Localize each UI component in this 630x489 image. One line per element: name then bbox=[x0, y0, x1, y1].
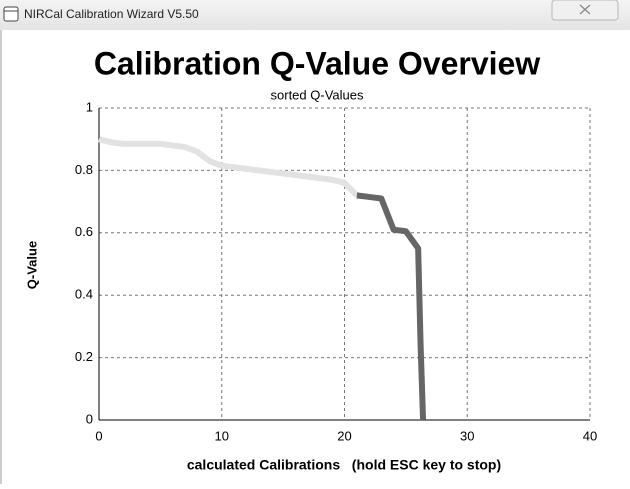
x-tick-label: 20 bbox=[337, 428, 351, 443]
window-title: NIRCal Calibration Wizard V5.50 bbox=[24, 7, 199, 21]
close-icon bbox=[579, 4, 591, 15]
chart-subtitle: sorted Q-Values bbox=[271, 87, 364, 102]
y-tick-label: 1 bbox=[86, 99, 93, 114]
y-tick-label: 0.6 bbox=[75, 224, 93, 239]
data-line bbox=[356, 192, 427, 421]
y-tick-label: 0.4 bbox=[75, 287, 93, 302]
x-tick-label: 30 bbox=[460, 428, 474, 443]
y-tick-label: 0.8 bbox=[75, 162, 93, 177]
x-tick-label: 40 bbox=[583, 428, 597, 443]
y-tick-label: 0 bbox=[86, 411, 93, 426]
x-axis-label: calculated Calibrations (hold ESC key to… bbox=[187, 457, 501, 473]
y-tick-label: 0.2 bbox=[75, 349, 93, 364]
x-tick-label: 0 bbox=[95, 428, 102, 443]
title-bar bbox=[0, 0, 630, 30]
x-tick-label: 10 bbox=[215, 428, 229, 443]
app-icon bbox=[3, 6, 19, 22]
data-line bbox=[98, 136, 359, 198]
chart-title: Calibration Q-Value Overview bbox=[94, 45, 540, 81]
y-axis-label: Q-Value bbox=[24, 241, 39, 289]
